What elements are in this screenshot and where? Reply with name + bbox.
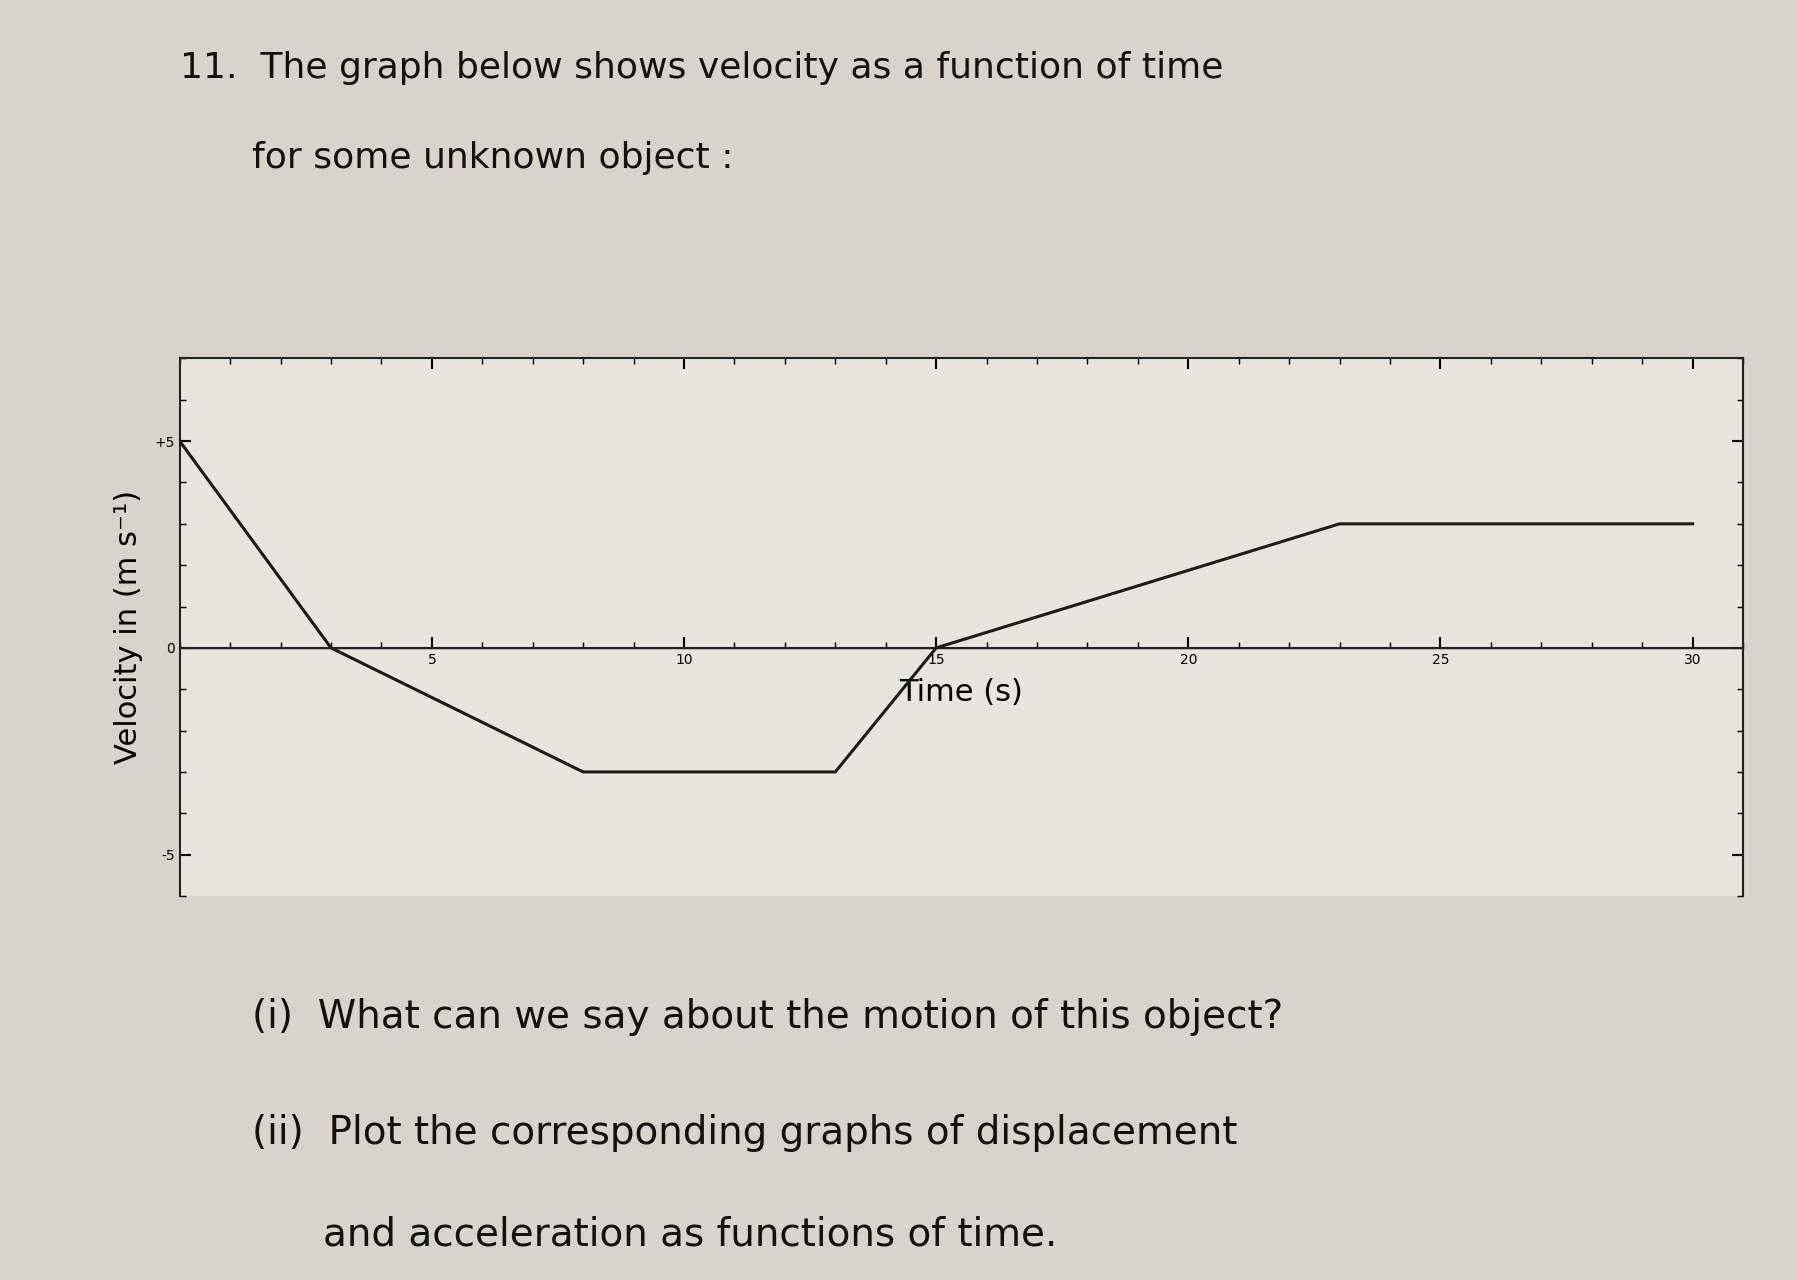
Y-axis label: Velocity in (m s⁻¹): Velocity in (m s⁻¹) xyxy=(115,490,144,764)
Text: (i)  What can we say about the motion of this object?: (i) What can we say about the motion of … xyxy=(252,998,1283,1037)
Text: 11.  The graph below shows velocity as a function of time: 11. The graph below shows velocity as a … xyxy=(180,51,1224,86)
Text: and acceleration as functions of time.: and acceleration as functions of time. xyxy=(323,1216,1058,1254)
Text: (ii)  Plot the corresponding graphs of displacement: (ii) Plot the corresponding graphs of di… xyxy=(252,1114,1236,1152)
Text: for some unknown object :: for some unknown object : xyxy=(252,141,733,175)
X-axis label: Time (s): Time (s) xyxy=(900,678,1022,707)
